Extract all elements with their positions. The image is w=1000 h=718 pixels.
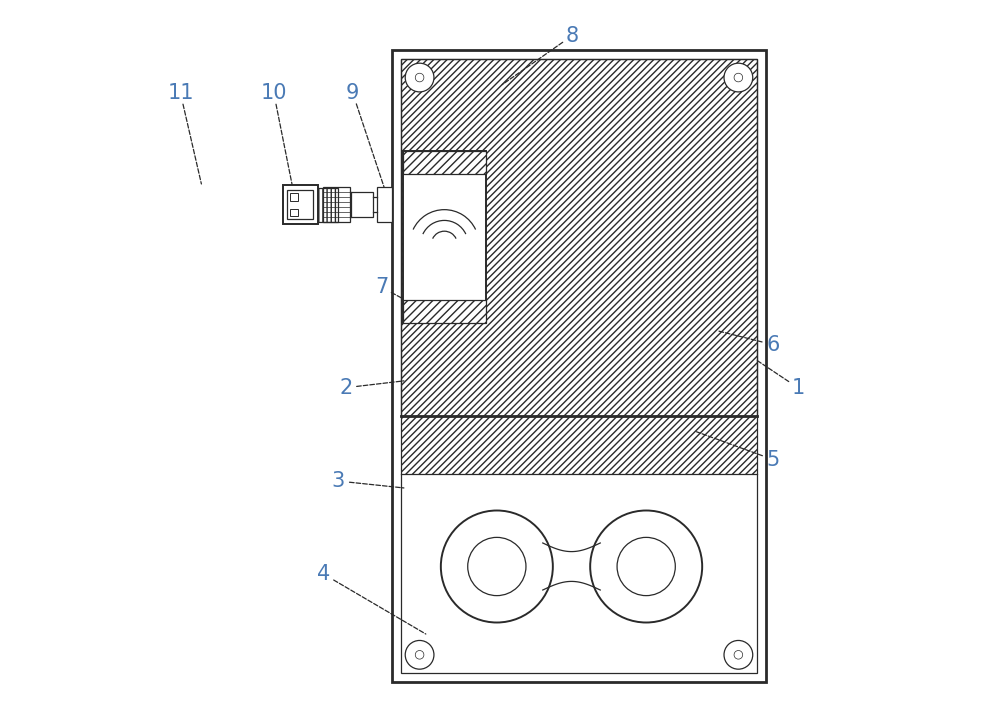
Circle shape — [441, 510, 553, 623]
Text: 2: 2 — [339, 378, 352, 398]
Bar — [403, 300, 486, 323]
Text: 8: 8 — [565, 26, 578, 46]
Text: 6: 6 — [766, 335, 780, 355]
Bar — [290, 192, 298, 200]
Circle shape — [405, 640, 434, 669]
Text: 9: 9 — [346, 83, 359, 103]
Circle shape — [415, 651, 424, 659]
Circle shape — [724, 640, 753, 669]
Text: 3: 3 — [332, 471, 345, 491]
Bar — [283, 185, 318, 224]
Text: 1: 1 — [791, 378, 805, 398]
Circle shape — [734, 651, 743, 659]
Circle shape — [590, 510, 702, 623]
Bar — [392, 50, 766, 682]
Text: 5: 5 — [766, 449, 779, 470]
Bar — [403, 151, 486, 174]
Bar — [287, 190, 313, 220]
Bar — [323, 187, 350, 222]
Circle shape — [415, 73, 424, 82]
Circle shape — [405, 63, 434, 92]
Circle shape — [724, 63, 753, 92]
Bar — [401, 59, 757, 416]
Circle shape — [617, 537, 675, 596]
Text: 10: 10 — [261, 83, 287, 103]
Bar — [403, 151, 486, 323]
Bar — [401, 416, 757, 474]
Bar — [377, 187, 392, 222]
Polygon shape — [350, 192, 351, 217]
Bar — [351, 192, 373, 217]
Circle shape — [468, 537, 526, 596]
Text: 11: 11 — [167, 83, 194, 103]
Text: 4: 4 — [317, 564, 331, 584]
Text: 7: 7 — [375, 277, 388, 297]
Bar — [403, 151, 486, 323]
Bar — [401, 59, 757, 416]
Polygon shape — [373, 192, 377, 217]
Circle shape — [734, 73, 743, 82]
Bar — [401, 59, 757, 673]
Bar — [290, 208, 298, 217]
Bar — [318, 187, 338, 221]
